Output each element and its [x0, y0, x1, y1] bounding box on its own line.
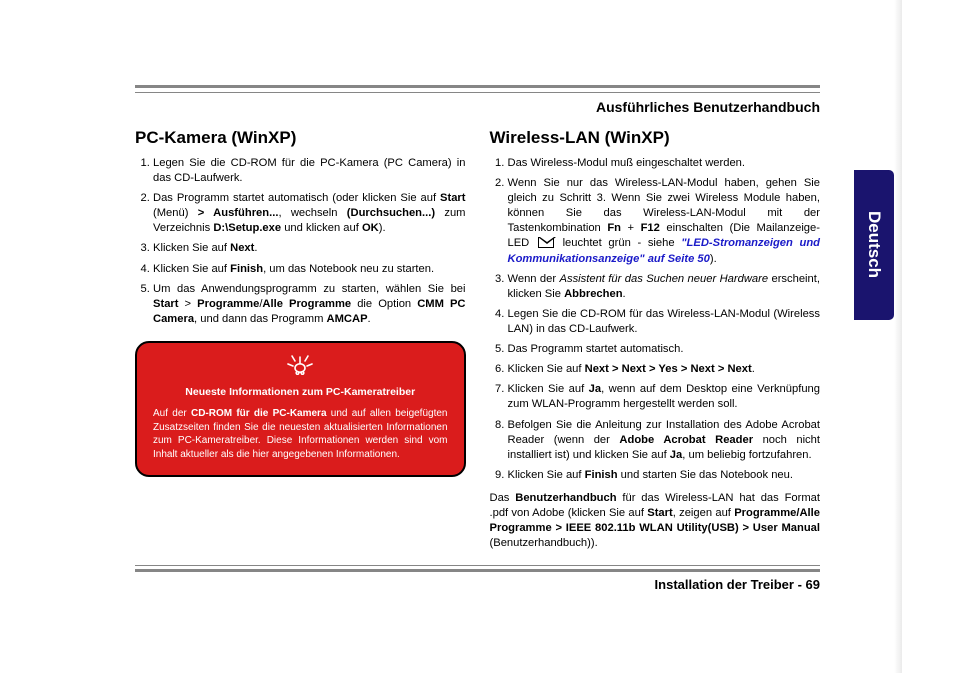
mail-led-icon [538, 237, 554, 248]
top-rule-thick [135, 85, 820, 88]
warning-callout: Neueste Informationen zum PC-Kameratreib… [135, 341, 466, 477]
language-tab: Deutsch [854, 170, 894, 320]
language-tab-label: Deutsch [864, 211, 884, 278]
two-column-layout: PC-Kamera (WinXP) Legen Sie die CD-ROM f… [135, 127, 820, 551]
footer-page-number: 69 [806, 577, 820, 592]
bottom-rule-thin [135, 565, 820, 566]
list-item: Klicken Sie auf Finish und starten Sie d… [508, 468, 821, 483]
right-section-title: Wireless-LAN (WinXP) [490, 127, 821, 150]
list-item: Um das Anwendungsprogramm zu starten, wä… [153, 282, 466, 327]
list-item: Wenn der Assistent für das Suchen neuer … [508, 272, 821, 302]
list-item: Legen Sie die CD-ROM für die PC-Kamera (… [153, 156, 466, 186]
bottom-rule-thick [135, 569, 820, 572]
list-item: Das Programm startet automatisch (oder k… [153, 191, 466, 236]
list-item: Befolgen Sie die Anleitung zur Installat… [508, 418, 821, 463]
right-column: Wireless-LAN (WinXP) Das Wireless-Modul … [490, 127, 821, 551]
right-steps-list: Das Wireless-Modul muß eingeschaltet wer… [490, 156, 821, 483]
list-item: Wenn Sie nur das Wireless-LAN-Modul habe… [508, 176, 821, 267]
callout-body: Auf der CD-ROM für die PC-Kamera und auf… [153, 407, 448, 461]
list-item: Klicken Sie auf Next > Next > Yes > Next… [508, 362, 821, 377]
closing-paragraph: Das Benutzerhandbuch für das Wireless-LA… [490, 491, 821, 551]
list-item: Klicken Sie auf Finish, um das Notebook … [153, 262, 466, 277]
list-item: Legen Sie die CD-ROM für das Wireless-LA… [508, 307, 821, 337]
list-item: Das Programm startet automatisch. [508, 342, 821, 357]
page-footer: Installation der Treiber - 69 [135, 577, 820, 592]
callout-title: Neueste Informationen zum PC-Kameratreib… [153, 385, 448, 399]
left-section-title: PC-Kamera (WinXP) [135, 127, 466, 150]
page-content: Ausführliches Benutzerhandbuch PC-Kamera… [135, 85, 820, 592]
list-item: Das Wireless-Modul muß eingeschaltet wer… [508, 156, 821, 171]
list-item: Klicken Sie auf Next. [153, 241, 466, 256]
alert-icon [153, 353, 448, 379]
list-item: Klicken Sie auf Ja, wenn auf dem Desktop… [508, 382, 821, 412]
left-column: PC-Kamera (WinXP) Legen Sie die CD-ROM f… [135, 127, 466, 551]
running-header: Ausführliches Benutzerhandbuch [135, 99, 820, 115]
page-shadow [894, 0, 902, 673]
top-rule-thin [135, 92, 820, 93]
left-steps-list: Legen Sie die CD-ROM für die PC-Kamera (… [135, 156, 466, 327]
footer-section: Installation der Treiber - [655, 577, 802, 592]
